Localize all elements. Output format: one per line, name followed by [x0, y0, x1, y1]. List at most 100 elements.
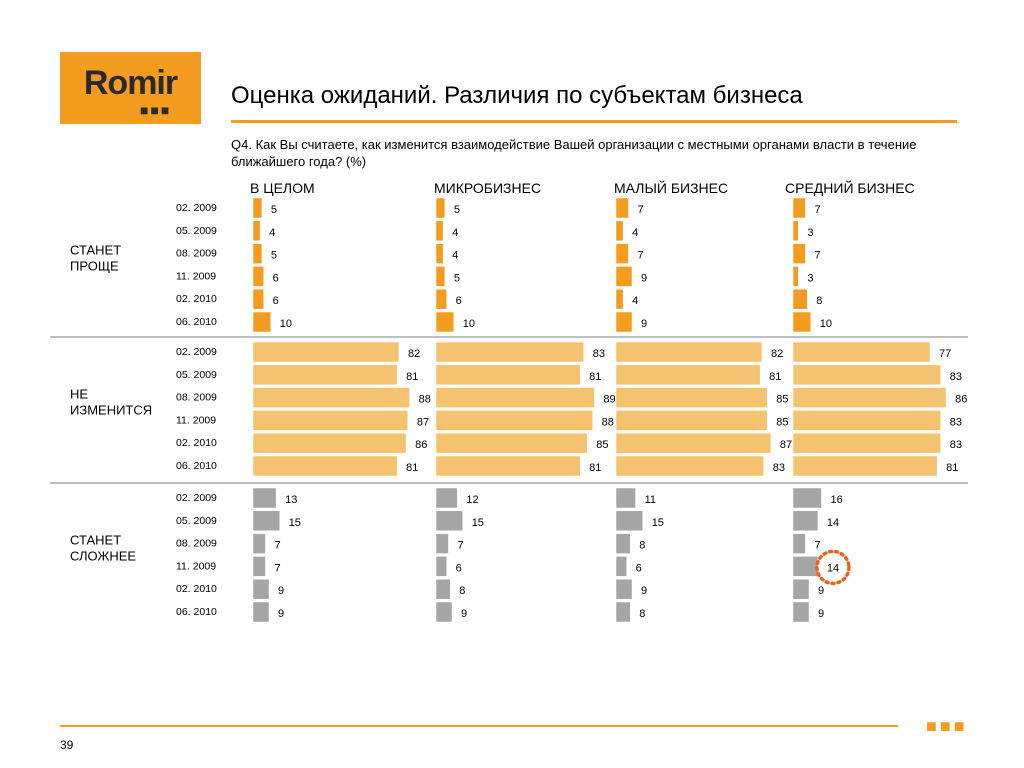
data-label: 10: [463, 318, 475, 330]
period-label: 08. 2009: [176, 392, 217, 404]
bar: [792, 311, 812, 333]
group-label: СТАНЕТ: [70, 532, 121, 547]
data-label: 4: [269, 227, 275, 239]
logo-text: Romir: [83, 64, 178, 102]
data-label: 81: [406, 371, 418, 383]
data-label: 4: [632, 295, 638, 307]
footer-divider: [60, 725, 898, 727]
bar: [435, 556, 447, 577]
bar: [615, 364, 761, 386]
bar: [615, 220, 624, 242]
bar: [615, 288, 624, 310]
bar: [792, 220, 799, 242]
data-label: 9: [278, 608, 284, 620]
period-label: 06. 2010: [176, 606, 217, 618]
data-label: 82: [408, 348, 420, 360]
bar: [792, 487, 822, 509]
data-label: 9: [641, 318, 647, 330]
data-label: 81: [769, 371, 781, 383]
bar: [792, 243, 806, 264]
data-label: 88: [602, 416, 614, 428]
bar: [252, 601, 270, 623]
period-label: 05. 2009: [176, 225, 217, 237]
bar: [792, 578, 810, 600]
bar: [435, 341, 584, 363]
period-label: 11. 2009: [176, 270, 216, 282]
data-label: 14: [827, 517, 839, 529]
logo-dots: ■■■: [140, 102, 172, 118]
data-label: 89: [603, 394, 615, 406]
data-label: 8: [639, 608, 645, 620]
data-label: 4: [452, 250, 458, 262]
bar: [252, 387, 410, 408]
data-label: 8: [639, 540, 645, 552]
data-label: 9: [641, 272, 647, 284]
romir-logo: Romir ■■■: [60, 52, 201, 124]
bar: [792, 455, 938, 477]
title-divider: [231, 120, 957, 123]
data-label: 6: [456, 562, 462, 574]
data-label: 15: [289, 517, 301, 529]
period-label: 06. 2010: [176, 460, 217, 472]
data-label: 81: [589, 371, 601, 383]
bar: [252, 510, 280, 532]
page-title: Оценка ожиданий. Различия по субъектам б…: [231, 82, 803, 109]
data-label: 7: [274, 562, 280, 574]
data-label: 7: [814, 204, 820, 216]
bar: [792, 410, 941, 431]
period-label: 02. 2009: [176, 202, 217, 214]
period-label: 02. 2009: [176, 492, 217, 504]
group-label: ПРОЩЕ: [70, 258, 119, 273]
group-label: СТАНЕТ: [70, 242, 121, 257]
survey-question: Q4. Как Вы считаете, как изменится взаим…: [231, 137, 917, 169]
group-label: ИЗМЕНИТСЯ: [70, 402, 152, 417]
bar: [435, 220, 444, 242]
data-label: 85: [776, 394, 788, 406]
data-label: 87: [417, 416, 429, 428]
bar: [252, 556, 266, 577]
data-label: 88: [419, 394, 431, 406]
column-header: МАЛЫЙ БИЗНЕС: [614, 179, 728, 196]
page-number: 39: [60, 738, 74, 752]
data-label: 86: [415, 439, 427, 451]
data-label: 9: [278, 585, 284, 597]
bar: [252, 243, 263, 264]
period-label: 05. 2009: [176, 369, 217, 381]
bar: [615, 311, 633, 333]
bar: [615, 487, 636, 509]
data-label: 7: [457, 540, 463, 552]
data-label: 4: [452, 227, 458, 239]
column-header: В ЦЕЛОМ: [250, 180, 315, 196]
bar: [435, 487, 458, 509]
data-label: 6: [273, 295, 279, 307]
data-label: 7: [814, 250, 820, 262]
data-label: 7: [814, 540, 820, 552]
bar: [252, 311, 272, 333]
data-label: 8: [816, 295, 822, 307]
bar: [792, 197, 806, 219]
data-label: 9: [461, 608, 467, 620]
data-label: 81: [406, 462, 418, 474]
bar: [615, 510, 643, 532]
data-label: 82: [771, 348, 783, 360]
data-label: 5: [454, 272, 460, 284]
bar: [252, 533, 266, 554]
bar: [252, 220, 261, 242]
period-label: 02. 2010: [176, 293, 217, 305]
group-label: СЛОЖНЕЕ: [70, 548, 136, 563]
data-label: 9: [641, 585, 647, 597]
data-label: 83: [773, 462, 785, 474]
bar: [435, 432, 588, 454]
data-label: 6: [636, 562, 642, 574]
data-label: 5: [271, 204, 277, 216]
group-label: НЕ: [70, 386, 88, 401]
data-label: 5: [454, 204, 460, 216]
data-label: 81: [589, 462, 601, 474]
data-label: 14: [827, 562, 839, 574]
bar: [615, 341, 763, 363]
data-label: 83: [593, 348, 605, 360]
period-label: 08. 2009: [176, 538, 217, 550]
column-header: СРЕДНИЙ БИЗНЕС: [785, 179, 915, 196]
period-label: 02. 2010: [176, 583, 217, 595]
